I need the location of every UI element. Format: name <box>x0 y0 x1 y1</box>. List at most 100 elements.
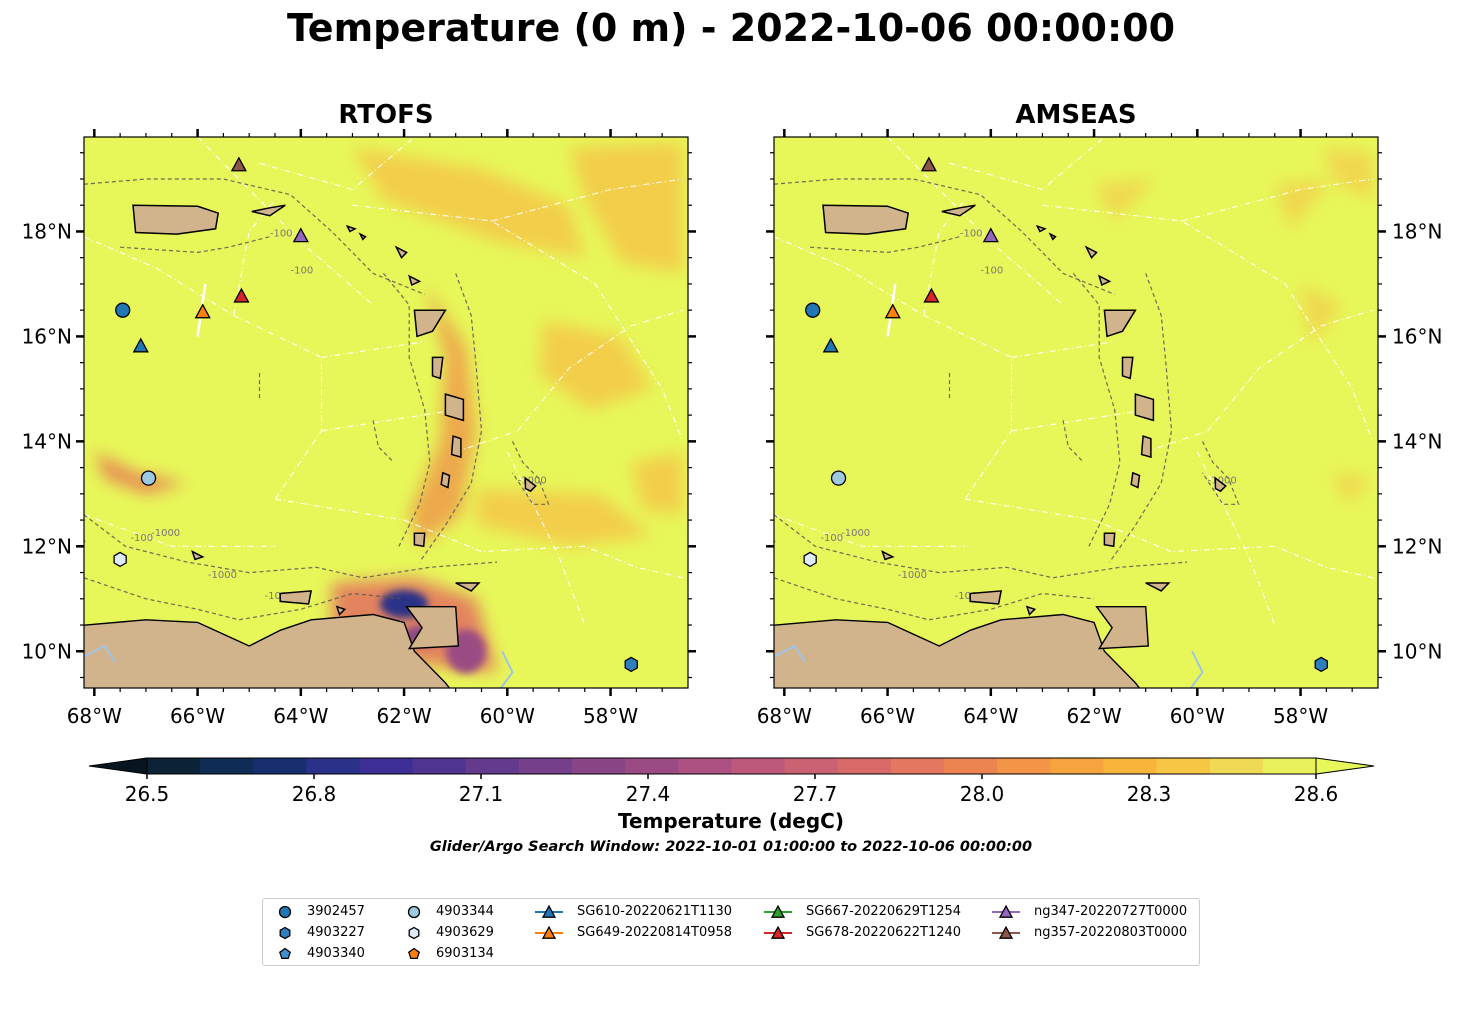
warm-patch <box>631 451 683 515</box>
eez-boundary <box>84 236 323 500</box>
contour-label: -100 <box>270 229 293 240</box>
map-content: -100-100-100-1000-1000-1000-1000 <box>774 137 1378 688</box>
warm-patch <box>352 147 585 258</box>
legend-label: SG678-20220622T1240 <box>806 925 962 940</box>
temperature-field <box>1094 147 1373 505</box>
marker-sg610-20220621t1130 <box>822 337 839 353</box>
colorbar-swatch <box>1262 758 1317 774</box>
eez-boundary <box>233 199 276 316</box>
colorbar-tick-label: 26.5 <box>125 782 170 806</box>
legend-triangle-icon <box>992 925 1020 939</box>
island-land <box>1084 245 1098 259</box>
island-land <box>1145 582 1171 592</box>
eez-boundary <box>84 514 275 547</box>
colorbar-swatch <box>784 758 839 774</box>
legend-triangle-icon <box>764 925 792 939</box>
lon-tick-label: 66°W <box>170 704 225 728</box>
island-land <box>881 550 895 561</box>
bathymetry-contour <box>1109 273 1173 563</box>
legend-marker <box>408 947 420 960</box>
lon-tick-label: 60°W <box>480 704 535 728</box>
contour-label: -1000 <box>208 570 237 581</box>
eez-boundary <box>1042 204 1374 442</box>
island-land <box>774 540 776 542</box>
island-land <box>1103 309 1137 338</box>
legend-marker <box>541 925 557 939</box>
island-land <box>1121 356 1134 380</box>
river <box>1189 650 1204 688</box>
colorbar-swatch <box>1103 758 1158 774</box>
colorbar-swatch <box>1156 758 1211 774</box>
lat-tick-label: 12°N <box>1392 534 1442 558</box>
warm-patch <box>1331 472 1373 505</box>
bathymetry-contour <box>1062 420 1085 463</box>
island-land <box>431 356 444 380</box>
island-land <box>455 582 481 592</box>
legend-circle-icon <box>407 905 421 919</box>
colorbar-tick-label: 28.6 <box>1294 782 1339 806</box>
legend-label: ng357-20220803T0000 <box>1034 925 1188 940</box>
island-land <box>1134 393 1155 422</box>
colorbar-swatch <box>890 758 945 774</box>
bathymetry-contour <box>372 420 395 463</box>
legend-marker <box>408 926 420 940</box>
colorbar-frame <box>146 757 1317 775</box>
contour-label: -1000 <box>518 475 547 486</box>
lat-tick-label: 18°N <box>1392 219 1442 243</box>
colorbar: 26.5 26.8 27.1 27.4 27.7 28.0 28.3 28.6 <box>88 757 1375 806</box>
legend-label: ng347-20220727T0000 <box>1034 904 1188 919</box>
marker-ng347-20220727t0000 <box>292 227 309 243</box>
colorbar-label: Temperature (degC) <box>618 809 844 833</box>
lon-tick-label: 60°W <box>1170 704 1225 728</box>
eez-boundary <box>321 341 425 358</box>
legend-marker <box>278 905 292 919</box>
lon-tick-label: 66°W <box>860 704 915 728</box>
legend-marker <box>770 925 786 939</box>
colorbar-swatch <box>465 758 520 774</box>
venezuela-land <box>774 613 1141 688</box>
legend-triangle-icon <box>535 904 563 918</box>
bathymetry-contour <box>84 577 405 621</box>
lon-tick-label: 68°W <box>757 704 812 728</box>
legend-marker <box>998 925 1014 939</box>
colorbar-tick-label: 27.4 <box>626 782 671 806</box>
legend-triangle-icon <box>764 904 792 918</box>
figure-title: Temperature (0 m) - 2022-10-06 00:00:00 <box>286 6 1176 50</box>
eez-boundary <box>1011 409 1146 432</box>
colorbar-over-arrow <box>1315 757 1375 775</box>
warm-patch <box>1094 179 1156 221</box>
marker-4903629 <box>803 551 817 568</box>
island-land <box>132 204 220 235</box>
eez-boundary <box>259 137 415 191</box>
search-window-caption: Glider/Argo Search Window: 2022-10-01 01… <box>429 839 1033 855</box>
eez-boundary <box>774 514 965 547</box>
contour-label: -100 <box>130 533 153 544</box>
legend-label: SG667-20220629T1254 <box>806 904 962 919</box>
eez-boundary <box>1196 451 1276 626</box>
panel-title-rtofs: RTOFS <box>338 100 434 130</box>
legend-hexagon-icon <box>408 926 420 940</box>
colorbar-tick-label: 28.0 <box>960 782 1005 806</box>
lon-tick-label: 64°W <box>273 704 328 728</box>
island-land <box>84 540 86 542</box>
island-land <box>1035 224 1047 233</box>
legend-marker <box>279 947 291 960</box>
colorbar-swatch <box>518 758 573 774</box>
island-land <box>969 590 1003 605</box>
contour-label: -1000 <box>151 528 180 539</box>
legend-pentagon-icon <box>408 947 420 960</box>
colorbar-tick-label: 27.7 <box>793 782 838 806</box>
island-land <box>394 245 408 259</box>
colorbar-swatch <box>837 758 892 774</box>
island-land <box>413 532 426 548</box>
axis-ticks <box>76 129 696 696</box>
legend-label: SG649-20220814T0958 <box>577 925 733 940</box>
marker-ng347-20220727t0000 <box>982 227 999 243</box>
bathymetry-contour <box>810 236 960 254</box>
colorbar-tick-label: 26.8 <box>292 782 337 806</box>
venezuela-land <box>84 613 451 688</box>
lat-tick-label: 18°N <box>22 219 72 243</box>
marker-ng357-20220803t0000 <box>920 156 937 172</box>
marker-4903227 <box>1314 656 1328 673</box>
